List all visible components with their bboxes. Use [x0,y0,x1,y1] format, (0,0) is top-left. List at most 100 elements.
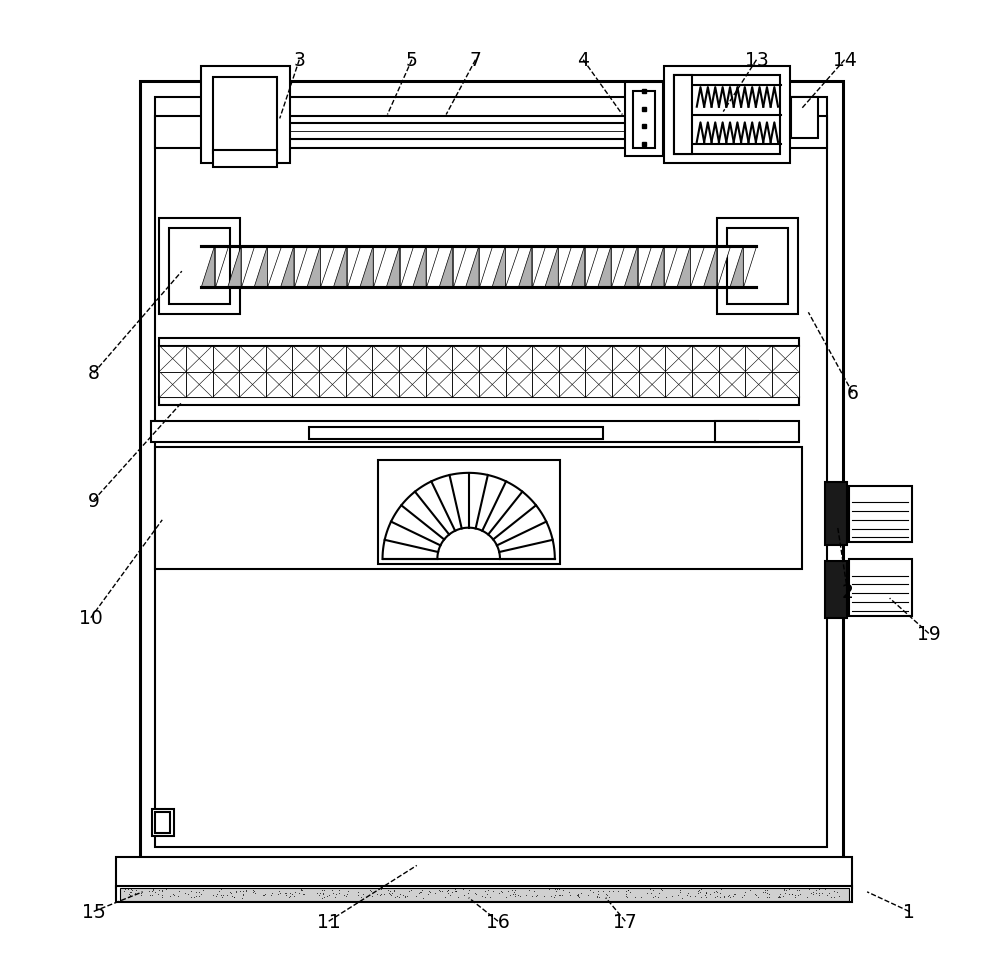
Bar [186,373,213,398]
Text: 9: 9 [88,491,100,511]
Polygon shape [479,246,492,288]
Polygon shape [373,246,386,288]
Text: 3: 3 [293,51,305,70]
Bar [319,373,346,398]
Bar [213,151,277,168]
Bar [155,812,170,833]
Bar [715,422,799,443]
Bar [292,346,319,373]
Bar [151,422,758,443]
Bar [186,346,213,373]
Bar [277,124,632,140]
Polygon shape [558,246,571,288]
Bar [201,67,290,164]
Text: 14: 14 [833,51,857,70]
Bar [140,82,843,863]
Polygon shape [241,246,254,288]
Bar [674,76,692,155]
Polygon shape [453,246,466,288]
Bar [692,373,719,398]
Bar [169,229,230,305]
Polygon shape [704,246,717,288]
Polygon shape [492,246,505,288]
Polygon shape [254,246,267,288]
Bar [120,888,849,901]
Bar [825,482,847,546]
Bar [309,427,603,439]
Bar [717,219,798,315]
Polygon shape [743,246,756,288]
Polygon shape [690,246,704,288]
Polygon shape [386,246,400,288]
Text: 8: 8 [88,364,100,383]
Polygon shape [730,246,743,288]
Bar [319,346,346,373]
Bar [849,559,912,616]
Text: 2: 2 [842,582,853,601]
Polygon shape [215,246,228,288]
Bar [791,98,818,139]
Polygon shape [717,246,730,288]
Bar [633,92,655,149]
Bar [625,83,663,156]
Bar [772,346,799,373]
Bar [266,373,292,398]
Polygon shape [426,246,439,288]
Bar [506,346,532,373]
Bar [346,346,372,373]
Text: 15: 15 [82,902,106,921]
Bar [612,373,639,398]
Bar [664,67,790,164]
Bar [665,373,692,398]
Polygon shape [505,246,519,288]
Bar [585,346,612,373]
Bar [159,346,186,373]
Text: 1: 1 [903,902,915,921]
Polygon shape [611,246,624,288]
Bar [452,373,479,398]
Polygon shape [201,246,215,288]
Bar [292,373,319,398]
Bar [692,346,719,373]
Bar [727,229,788,305]
Bar [532,346,559,373]
Text: 5: 5 [406,51,418,70]
Text: 7: 7 [470,51,481,70]
Text: 4: 4 [577,51,589,70]
Bar [506,373,532,398]
Bar [479,346,506,373]
Bar [213,346,239,373]
Bar [159,219,240,315]
Bar [239,346,266,373]
Polygon shape [267,246,281,288]
Text: 17: 17 [613,911,637,931]
Bar [719,373,745,398]
Polygon shape [651,246,664,288]
Polygon shape [571,246,585,288]
Bar [372,346,399,373]
Bar [155,448,802,569]
Bar [399,373,426,398]
Bar [155,98,827,847]
Polygon shape [400,246,413,288]
Bar [745,346,772,373]
Polygon shape [360,246,373,288]
Bar [159,373,186,398]
Bar [585,373,612,398]
Bar [346,373,372,398]
Bar [559,373,585,398]
Polygon shape [320,246,334,288]
Bar [665,346,692,373]
Text: 10: 10 [79,608,103,628]
Bar [772,373,799,398]
Bar [452,346,479,373]
Bar [213,373,239,398]
Polygon shape [334,246,347,288]
Bar [399,346,426,373]
Text: 19: 19 [917,624,941,644]
Bar [745,373,772,398]
Bar [372,373,399,398]
Bar [155,117,827,149]
Bar [639,346,665,373]
Polygon shape [585,246,598,288]
